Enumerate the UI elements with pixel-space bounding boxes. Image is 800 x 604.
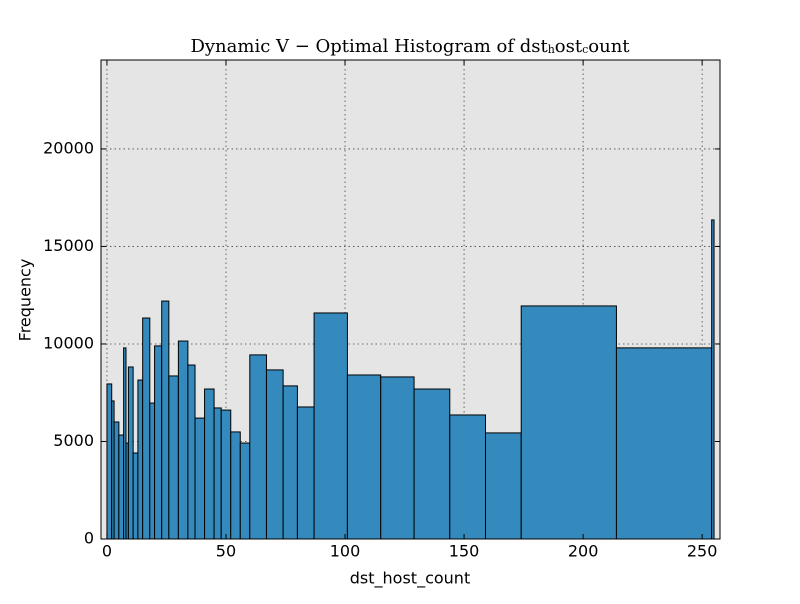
bar [346,374,382,540]
x-axis-label: dst_host_count [350,569,470,589]
bar [113,421,120,540]
bar [132,452,139,540]
bar [265,369,284,540]
y-axis-label: Frequency [16,259,35,342]
title-part: c [582,43,588,56]
bar [249,354,267,540]
chart-title: Dynamic V − Optimal Histogram of dsthost… [190,36,630,57]
bar [296,406,315,540]
y-tick-label: 5000 [53,431,94,450]
bar [187,364,196,540]
bar [449,414,486,540]
plot-frame [100,59,721,540]
y-tick-label: 20000 [43,138,94,157]
bar [213,407,222,540]
bar [204,388,215,540]
bar [127,366,134,540]
bar [177,340,189,540]
bar [711,219,715,540]
bar [142,317,151,540]
bar [161,300,170,540]
bar [194,417,206,540]
x-tick-label: 250 [687,542,718,561]
bar [106,383,113,540]
bar [484,432,522,540]
bar [168,375,179,540]
title-part: h [548,43,555,56]
y-tick-label: 10000 [43,333,94,352]
bar [118,434,125,540]
x-tick-label: 0 [102,542,112,561]
x-tick-label: 100 [330,542,361,561]
bar [380,376,415,540]
x-tick-label: 150 [449,542,480,561]
x-tick-label: 50 [216,542,236,561]
bar [282,385,298,540]
bar [154,345,163,540]
bar [230,431,241,540]
bar [313,312,348,540]
bar [239,442,251,540]
bar [520,305,617,540]
bar [413,388,451,540]
y-tick-label: 15000 [43,236,94,255]
title-part: ost [555,36,583,57]
bar [615,347,713,540]
bar [149,402,156,540]
y-tick-label: 0 [84,529,94,548]
x-tick-label: 200 [568,542,599,561]
bar [137,379,144,540]
bar [220,409,232,540]
title-part: Dynamic V − Optimal Histogram of dst [190,36,548,57]
title-part: ount [588,36,630,57]
